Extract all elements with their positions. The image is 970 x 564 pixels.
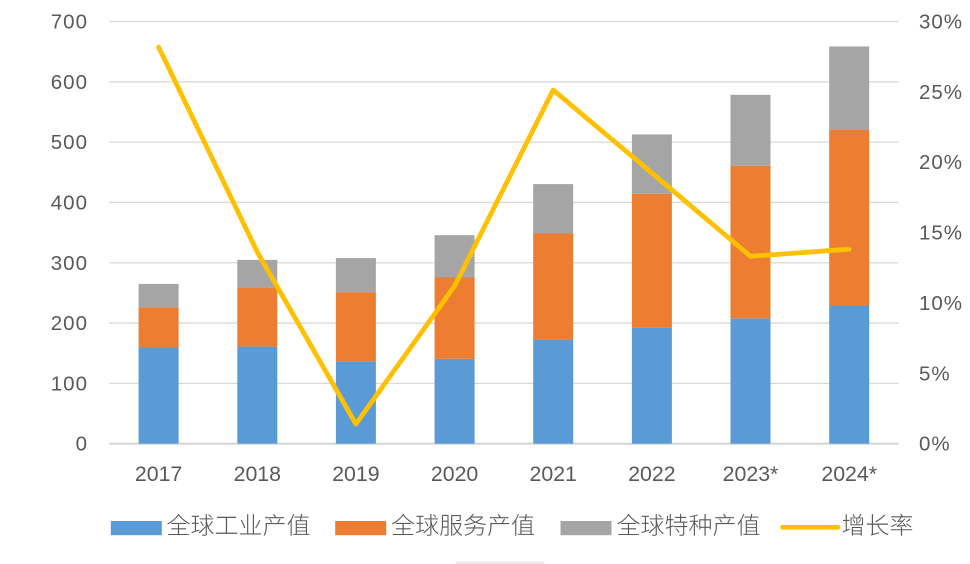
- svg-text:2019: 2019: [332, 462, 379, 486]
- svg-text:100: 100: [51, 372, 88, 395]
- svg-text:2022: 2022: [628, 462, 675, 486]
- svg-text:0: 0: [76, 433, 88, 456]
- svg-text:2021: 2021: [530, 462, 577, 486]
- svg-text:2017: 2017: [135, 462, 182, 486]
- svg-text:25%: 25%: [919, 81, 963, 104]
- svg-text:15%: 15%: [919, 222, 963, 245]
- svg-text:20%: 20%: [919, 151, 963, 174]
- svg-text:5%: 5%: [919, 362, 951, 385]
- svg-text:400: 400: [51, 191, 88, 214]
- svg-text:200: 200: [51, 312, 88, 335]
- svg-text:700: 700: [51, 11, 88, 34]
- svg-text:2023*: 2023*: [723, 462, 779, 486]
- svg-text:600: 600: [51, 71, 88, 94]
- svg-text:2018: 2018: [234, 462, 281, 486]
- svg-text:30%: 30%: [919, 11, 963, 34]
- svg-text:10%: 10%: [919, 292, 963, 315]
- svg-text:300: 300: [51, 252, 88, 275]
- svg-text:0%: 0%: [919, 433, 951, 456]
- svg-text:2020: 2020: [431, 462, 479, 486]
- svg-text:2024*: 2024*: [821, 462, 877, 486]
- svg-text:500: 500: [51, 131, 88, 154]
